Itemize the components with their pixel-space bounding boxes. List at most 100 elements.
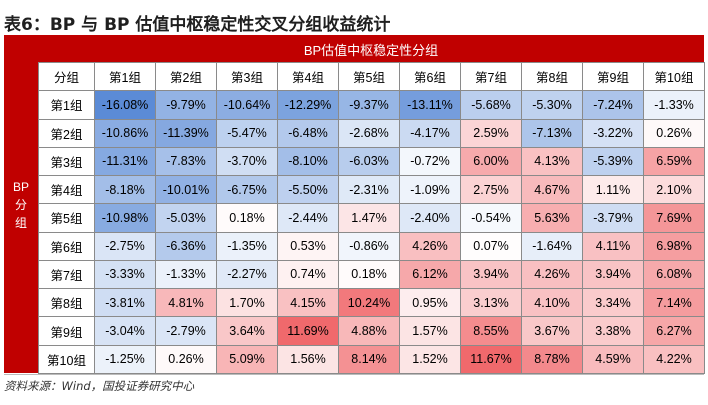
heatmap-table: BP 分 组 BP估值中枢稳定性分组 分组 第1组 第2组 第3组 第4组 第5组 第6组… — [4, 37, 705, 374]
page-title: 表6：BP 与 BP 估值中枢稳定性交叉分组收益统计 — [4, 15, 391, 35]
return-cell: -2.27% — [216, 259, 278, 290]
return-cell: -1.33% — [155, 259, 217, 290]
return-cell: -5.47% — [216, 118, 278, 148]
return-cell: 4.88% — [338, 316, 400, 346]
return-cell: -11.31% — [94, 146, 156, 177]
column-header: 第9组 — [582, 61, 644, 92]
return-cell: 7.14% — [643, 288, 705, 318]
table-row: 第9组 -3.04% -2.79% 3.64% 11.69% 4.88% 1.57% 8.55… — [38, 316, 705, 346]
table-row: 第2组 -10.86% -11.39% -5.47% -6.48% -2.68% -4.17… — [38, 118, 705, 148]
return-cell: 3.94% — [582, 259, 644, 290]
return-cell: -10.98% — [94, 203, 156, 233]
return-cell: 5.63% — [521, 203, 583, 233]
return-cell: 6.98% — [643, 231, 705, 261]
return-cell: 7.69% — [643, 203, 705, 233]
return-cell: -5.03% — [155, 203, 217, 233]
column-header: 第8组 — [521, 61, 583, 92]
return-cell: -8.10% — [277, 146, 339, 177]
table-row: 第4组 -8.18% -10.01% -6.75% -5.50% -2.31% -1.09%… — [38, 175, 705, 205]
column-group-header: BP估值中枢稳定性分组 — [38, 37, 704, 62]
return-cell: -2.44% — [277, 203, 339, 233]
return-cell: 1.52% — [399, 344, 461, 374]
return-cell: 1.47% — [338, 203, 400, 233]
return-cell: -4.17% — [399, 118, 461, 148]
return-cell: -1.09% — [399, 175, 461, 205]
return-cell: -12.29% — [277, 90, 339, 120]
return-cell: 4.11% — [582, 231, 644, 261]
return-cell: 4.13% — [521, 146, 583, 177]
column-header: 第7组 — [460, 61, 522, 92]
return-cell: 1.56% — [277, 344, 339, 374]
return-cell: -0.54% — [460, 203, 522, 233]
column-header: 第6组 — [399, 61, 461, 92]
source-note: 资料来源：Wind，国投证券研究中心 — [4, 379, 195, 393]
return-cell: 11.67% — [460, 344, 522, 374]
column-header: 第2组 — [155, 61, 217, 92]
return-cell: 10.24% — [338, 288, 400, 318]
table-row: 第10组 -1.25% 0.26% 5.09% 1.56% 8.14% 1.52% 11.67… — [38, 344, 705, 374]
row-header: 第8组 — [38, 288, 95, 318]
return-cell: 8.78% — [521, 344, 583, 374]
return-cell: 3.38% — [582, 316, 644, 346]
row-header: 第7组 — [38, 259, 95, 290]
return-cell: 4.22% — [643, 344, 705, 374]
return-cell: 3.34% — [582, 288, 644, 318]
return-cell: -11.39% — [155, 118, 217, 148]
table-row: 第5组 -10.98% -5.03% 0.18% -2.44% 1.47% -2.40% -0… — [38, 203, 705, 233]
return-cell: 0.53% — [277, 231, 339, 261]
return-cell: -1.33% — [643, 90, 705, 120]
return-cell: 8.55% — [460, 316, 522, 346]
return-cell: -7.83% — [155, 146, 217, 177]
return-cell: -0.72% — [399, 146, 461, 177]
return-cell: 4.26% — [399, 231, 461, 261]
column-header: 第5组 — [338, 61, 400, 92]
return-cell: -5.39% — [582, 146, 644, 177]
return-cell: -5.68% — [460, 90, 522, 120]
table-row: 第7组 -3.33% -1.33% -2.27% 0.74% 0.18% 6.12% 3.94… — [38, 259, 705, 290]
return-cell: -1.64% — [521, 231, 583, 261]
row-header: 第9组 — [38, 316, 95, 346]
side-label-line-1: BP — [12, 180, 29, 194]
return-cell: 2.10% — [643, 175, 705, 205]
return-cell: 4.81% — [155, 288, 217, 318]
returns-grid: 分组 第1组 第2组 第3组 第4组 第5组 第6组 第7组 第8组 第9组 第10组 第1组 -1… — [38, 61, 705, 374]
return-cell: 8.14% — [338, 344, 400, 374]
return-cell: -13.11% — [399, 90, 461, 120]
return-cell: -2.40% — [399, 203, 461, 233]
return-cell: 0.07% — [460, 231, 522, 261]
return-cell: 5.09% — [216, 344, 278, 374]
return-cell: 4.15% — [277, 288, 339, 318]
row-header: 第2组 — [38, 118, 95, 148]
return-cell: 3.67% — [521, 316, 583, 346]
return-cell: 3.94% — [460, 259, 522, 290]
return-cell: -16.08% — [94, 90, 156, 120]
return-cell: -2.79% — [155, 316, 217, 346]
return-cell: 1.57% — [399, 316, 461, 346]
return-cell: 4.10% — [521, 288, 583, 318]
row-header: 第5组 — [38, 203, 95, 233]
return-cell: 4.67% — [521, 175, 583, 205]
return-cell: -6.36% — [155, 231, 217, 261]
table-row: 第8组 -3.81% 4.81% 1.70% 4.15% 10.24% 0.95% 3.13%… — [38, 288, 705, 318]
return-cell: 3.64% — [216, 316, 278, 346]
return-cell: 6.59% — [643, 146, 705, 177]
return-cell: -3.22% — [582, 118, 644, 148]
return-cell: -7.24% — [582, 90, 644, 120]
return-cell: 4.59% — [582, 344, 644, 374]
column-header-row: 分组 第1组 第2组 第3组 第4组 第5组 第6组 第7组 第8组 第9组 第10组 — [38, 61, 705, 92]
column-header: 第1组 — [94, 61, 156, 92]
return-cell: -10.01% — [155, 175, 217, 205]
return-cell: -10.64% — [216, 90, 278, 120]
return-cell: -2.75% — [94, 231, 156, 261]
column-header: 第3组 — [216, 61, 278, 92]
return-cell: -9.79% — [155, 90, 217, 120]
return-cell: -5.30% — [521, 90, 583, 120]
return-cell: 0.18% — [216, 203, 278, 233]
return-cell: 6.00% — [460, 146, 522, 177]
table-row: 第1组 -16.08% -9.79% -10.64% -12.29% -9.37% -13.… — [38, 90, 705, 120]
return-cell: -5.50% — [277, 175, 339, 205]
return-cell: -2.31% — [338, 175, 400, 205]
row-header: 第6组 — [38, 231, 95, 261]
return-cell: -8.18% — [94, 175, 156, 205]
return-cell: -6.48% — [277, 118, 339, 148]
